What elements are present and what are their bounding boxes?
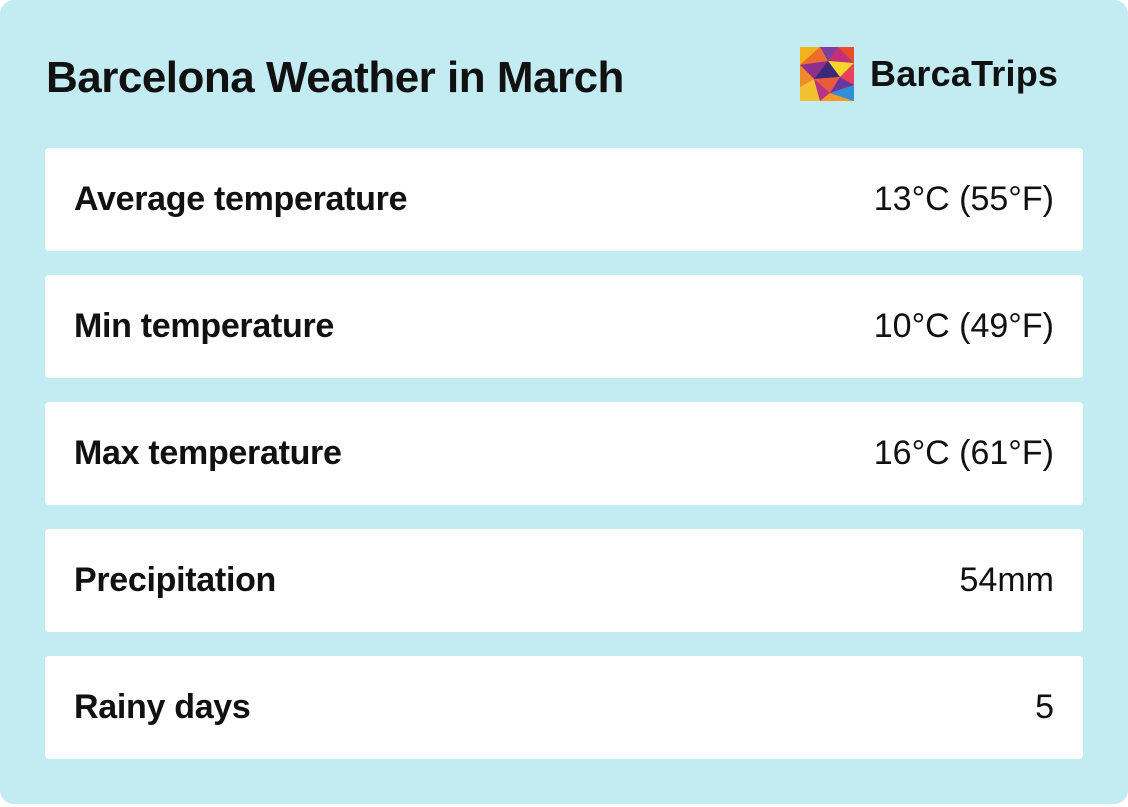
- weather-stats-list: Average temperature 13°C (55°F) Min temp…: [45, 148, 1083, 759]
- stat-value: 54mm: [959, 561, 1054, 599]
- stat-row-min-temperature: Min temperature 10°C (49°F): [45, 275, 1083, 378]
- stat-row-average-temperature: Average temperature 13°C (55°F): [45, 148, 1083, 251]
- stat-label: Precipitation: [74, 561, 277, 599]
- brand-name: BarcaTrips: [870, 53, 1059, 94]
- stat-value: 16°C (61°F): [873, 434, 1054, 472]
- stat-label: Min temperature: [74, 307, 334, 345]
- brand: BarcaTrips: [800, 47, 1058, 101]
- stat-row-precipitation: Precipitation 54mm: [45, 529, 1083, 632]
- stat-value: 10°C (49°F): [873, 307, 1054, 345]
- stat-label: Max temperature: [74, 434, 342, 472]
- stat-value: 5: [1035, 688, 1054, 726]
- colorful-mosaic-logo-icon: [800, 47, 854, 101]
- stat-label: Average temperature: [74, 180, 408, 218]
- stat-label: Rainy days: [74, 688, 251, 726]
- stat-row-rainy-days: Rainy days 5: [45, 656, 1083, 759]
- stat-row-max-temperature: Max temperature 16°C (61°F): [45, 402, 1083, 505]
- stat-value: 13°C (55°F): [873, 180, 1054, 218]
- page-title: Barcelona Weather in March: [46, 53, 624, 102]
